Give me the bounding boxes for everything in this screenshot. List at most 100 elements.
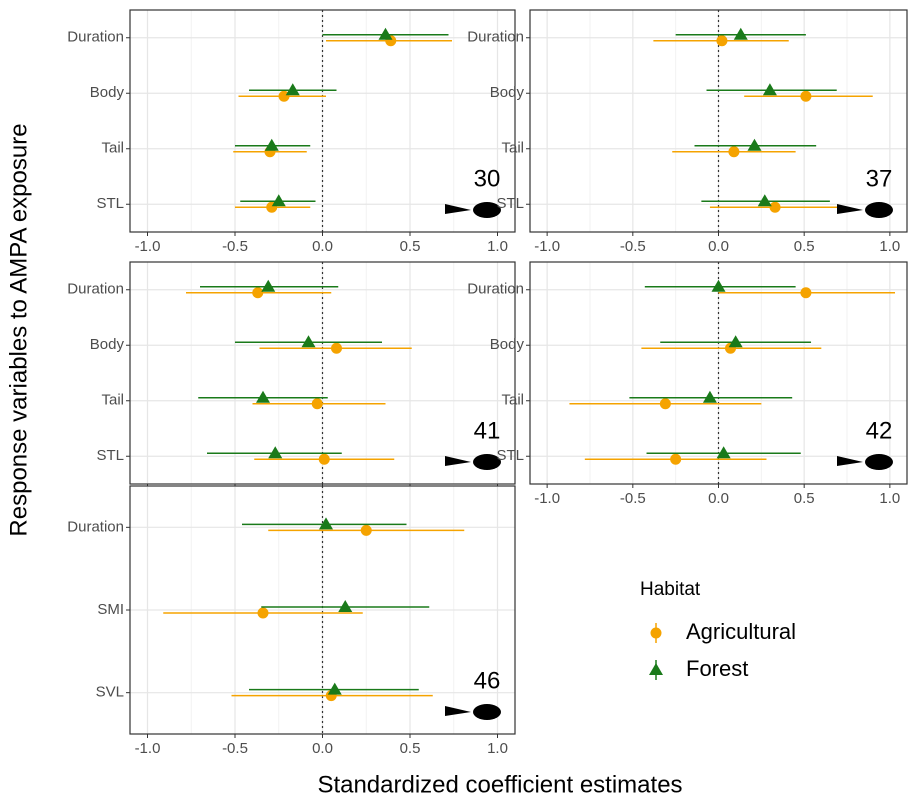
point [747,138,762,151]
point [650,627,662,639]
animal-icon [445,706,471,716]
panel-border [129,261,516,485]
panel-border [529,9,908,233]
x-tick-label: 1.0 [879,238,900,255]
point [311,398,323,410]
x-tick-label: 0.5 [400,238,421,255]
panel-border [529,261,908,485]
animal-icon [473,202,501,218]
x-tick-label: -0.5 [620,490,646,507]
x-tick-label: -0.5 [222,238,248,255]
x-tick-label: -0.5 [222,740,248,757]
y-tick-label: Body [90,336,125,353]
x-tick-label: -1.0 [135,740,161,757]
x-tick-label: 1.0 [879,490,900,507]
animal-icon [473,454,501,470]
animal-icon [837,204,863,214]
y-tick-label: Body [490,84,525,101]
x-axis-title: Standardized coefficient estimates [317,771,682,798]
point [711,279,726,292]
x-tick-label: 0.5 [794,490,815,507]
animal-icon [865,454,893,470]
point [800,287,812,299]
animal-icon [865,202,893,218]
panel-annotation: 37 [866,165,893,192]
point [762,83,777,96]
y-tick-label: Body [490,336,525,353]
point [327,682,342,695]
y-tick-label: SVL [96,684,124,701]
panel-annotation: 42 [866,417,893,444]
y-tick-label: STL [96,447,124,464]
panel-annotation: 30 [474,165,501,192]
x-tick-label: 0.0 [312,238,333,255]
y-tick-label: Tail [501,140,524,157]
y-tick-label: Tail [101,140,124,157]
animal-icon [445,456,471,466]
animal-icon [837,456,863,466]
x-tick-label: -1.0 [135,238,161,255]
point [659,398,671,410]
y-tick-label: STL [496,447,524,464]
x-tick-label: 1.0 [487,238,508,255]
point [702,390,717,403]
x-tick-label: -1.0 [534,490,560,507]
x-tick-label: 0.5 [794,238,815,255]
point [716,35,728,47]
y-tick-label: Duration [67,281,124,298]
point [733,27,748,40]
point [728,335,743,348]
x-tick-label: 0.0 [708,238,729,255]
point [301,335,316,348]
x-tick-label: 0.0 [708,490,729,507]
point [264,138,279,151]
point [319,517,333,530]
animal-icon [445,204,471,214]
point [257,607,269,619]
point [318,453,330,465]
x-tick-label: 0.5 [400,740,421,757]
y-tick-label: Duration [467,29,524,46]
point [378,27,393,40]
point [670,453,682,465]
animal-icon [473,704,501,720]
point [331,342,342,354]
panel-annotation: 41 [474,417,501,444]
point [800,90,812,102]
y-axis-title: Response variables to AMPA exposure [5,123,32,536]
y-tick-label: STL [496,195,524,212]
point [360,524,372,536]
legend-title: Habitat [640,579,701,600]
point [649,663,663,675]
y-tick-label: Duration [67,29,124,46]
x-tick-label: -0.5 [620,238,646,255]
x-tick-label: -1.0 [534,238,560,255]
point [769,201,781,213]
point [338,600,353,612]
point [268,446,283,459]
x-tick-label: 0.0 [312,740,333,757]
panel-border [129,485,516,735]
point [261,279,276,292]
point [728,146,740,158]
point [285,83,300,96]
legend-label: Forest [686,656,748,681]
panel-border [129,9,516,233]
y-tick-label: SMI [97,601,124,618]
panel-annotation: 46 [474,667,501,694]
legend-label: Agricultural [686,619,796,644]
point [252,287,264,299]
y-tick-label: Duration [67,518,124,535]
point [278,90,290,102]
y-tick-label: Tail [501,392,524,409]
point [271,194,286,207]
point [757,194,772,207]
y-tick-label: Body [90,84,125,101]
y-tick-label: Duration [467,281,524,298]
y-tick-label: STL [96,195,124,212]
point [716,446,731,459]
x-tick-label: 1.0 [487,740,508,757]
y-tick-label: Tail [101,392,124,409]
point [256,390,270,403]
